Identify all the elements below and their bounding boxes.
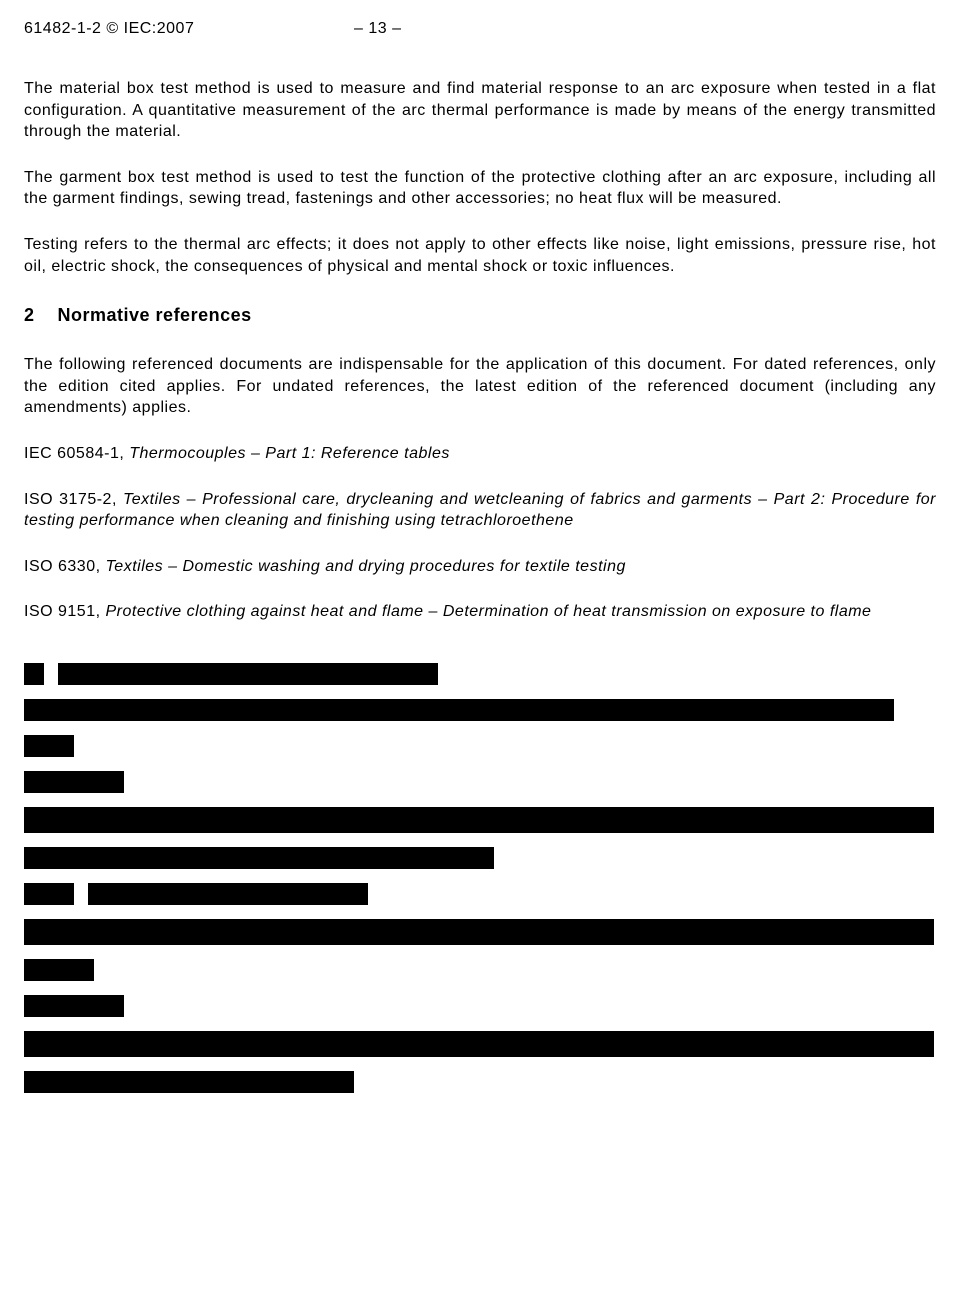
paragraph-testing-scope: Testing refers to the thermal arc effect… (24, 234, 936, 277)
doc-id: 61482-1-2 © IEC:2007 (24, 20, 354, 38)
redaction-row (24, 699, 936, 721)
redaction-bar (24, 699, 894, 721)
ref-title: Textiles – Professional care, drycleanin… (24, 491, 936, 530)
redaction-bar (24, 959, 94, 981)
redaction-row (24, 919, 936, 945)
ref-iso-6330: ISO 6330, Textiles – Domestic washing an… (24, 556, 936, 578)
redaction-row (24, 663, 936, 685)
redaction-bar (24, 1071, 354, 1093)
ref-iso-9151: ISO 9151, Protective clothing against he… (24, 601, 936, 623)
redaction-bar (58, 663, 438, 685)
redaction-row (24, 735, 936, 757)
redaction-row (24, 883, 936, 905)
paragraph-material-box: The material box test method is used to … (24, 78, 936, 143)
redaction-bar (24, 663, 44, 685)
ref-code: ISO 6330, (24, 558, 106, 575)
redaction-bar (24, 919, 934, 945)
ref-code: IEC 60584-1, (24, 445, 129, 462)
redaction-bar (24, 995, 124, 1017)
ref-title: Textiles – Domestic washing and drying p… (106, 558, 626, 575)
section-2-number: 2 (24, 305, 52, 326)
redaction-bar (24, 847, 494, 869)
redaction-row (24, 1031, 936, 1057)
ref-title: Thermocouples – Part 1: Reference tables (129, 445, 450, 462)
redaction-row (24, 807, 936, 833)
redaction-row (24, 1071, 936, 1093)
redaction-bar (88, 883, 368, 905)
redacted-region (24, 663, 936, 1093)
redaction-bar (24, 735, 74, 757)
section-2-intro: The following referenced documents are i… (24, 354, 936, 419)
ref-iec-60584-1: IEC 60584-1, Thermocouples – Part 1: Ref… (24, 443, 936, 465)
redaction-bar (24, 771, 124, 793)
section-2-title: Normative references (58, 305, 252, 325)
page-number: – 13 – (354, 20, 401, 38)
redaction-row (24, 995, 936, 1017)
ref-code: ISO 9151, (24, 603, 106, 620)
redaction-bar (24, 883, 74, 905)
redaction-row (24, 959, 936, 981)
ref-title: Protective clothing against heat and fla… (106, 603, 872, 620)
redaction-bar (24, 1031, 934, 1057)
redaction-row (24, 771, 936, 793)
paragraph-garment-box: The garment box test method is used to t… (24, 167, 936, 210)
page-header: 61482-1-2 © IEC:2007 – 13 – (24, 20, 936, 38)
section-2-heading: 2 Normative references (24, 305, 936, 326)
redaction-bar (24, 807, 934, 833)
redaction-row (24, 847, 936, 869)
ref-code: ISO 3175-2, (24, 491, 123, 508)
ref-iso-3175-2: ISO 3175-2, Textiles – Professional care… (24, 489, 936, 532)
